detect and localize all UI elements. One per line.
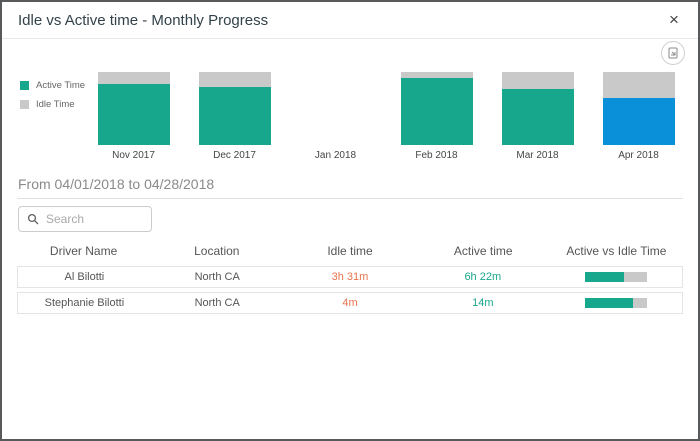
chart-column-dec-2017[interactable]: Dec 2017 (184, 72, 285, 162)
table-row[interactable]: Stephanie Bilotti North CA 4m 14m (17, 292, 683, 314)
active-vs-idle-cell (549, 272, 682, 282)
driver-name-cell: Al Bilotti (64, 271, 105, 283)
monthly-stacked-bar-chart: Nov 2017 Dec 2017 Jan 2018 Feb 2018 Mar 2018… (83, 72, 689, 162)
month-tick-label: Feb 2018 (415, 150, 458, 161)
active-segment[interactable] (400, 77, 473, 145)
export-image-icon (667, 47, 679, 59)
active-fill (584, 272, 625, 282)
date-range-label: From 04/01/2018 to 04/28/2018 (18, 176, 215, 192)
idle-segment[interactable] (501, 72, 574, 89)
stacked-bar[interactable] (300, 72, 372, 145)
table-body: Al Bilotti North CA 3h 31m 6h 22m Stephanie … (17, 266, 683, 314)
location-cell: North CA (194, 297, 240, 309)
active-time-swatch (20, 81, 29, 90)
column-header-active-vs-idle-time: Active vs Idle Time (566, 244, 667, 258)
stacked-bar[interactable] (400, 72, 473, 145)
active-fill (584, 298, 633, 308)
legend-item-active[interactable]: Active Time (20, 80, 85, 91)
idle-segment[interactable] (400, 72, 473, 78)
legend-label: Active Time (36, 80, 86, 91)
idle-time-cell: 4m (342, 297, 358, 309)
month-tick-label: Nov 2017 (112, 150, 155, 161)
idle-segment[interactable] (198, 72, 271, 88)
section-divider (17, 198, 683, 199)
column-header-driver-name: Driver Name (49, 244, 118, 258)
month-tick-label: Apr 2018 (618, 150, 659, 161)
column-header-active-time: Active time (453, 244, 513, 258)
table-row[interactable]: Al Bilotti North CA 3h 31m 6h 22m (17, 266, 683, 288)
chart-column-mar-2018[interactable]: Mar 2018 (487, 72, 588, 162)
driver-name-cell: Stephanie Bilotti (44, 297, 125, 309)
chart-column-feb-2018[interactable]: Feb 2018 (386, 72, 487, 162)
active-vs-idle-bar (584, 298, 647, 308)
export-chart-button[interactable] (661, 41, 685, 65)
active-segment-selected[interactable] (602, 98, 675, 145)
legend-item-idle[interactable]: Idle Time (20, 99, 85, 110)
stacked-bar[interactable] (97, 72, 170, 145)
active-time-cell: 14m (472, 297, 494, 309)
location-cell: North CA (194, 271, 240, 283)
idle-time-cell: 3h 31m (331, 271, 369, 283)
close-icon[interactable]: × (669, 10, 679, 29)
active-vs-idle-bar (584, 272, 647, 282)
idle-time-swatch (20, 100, 29, 109)
month-tick-label: Dec 2017 (213, 150, 256, 161)
active-vs-idle-cell (549, 298, 682, 308)
column-header-idle-time: Idle time (327, 244, 373, 258)
idle-segment[interactable] (602, 72, 675, 99)
column-header-location: Location (194, 244, 240, 258)
search-icon (27, 213, 39, 225)
dialog-titlebar: Idle vs Active time - Monthly Progress (2, 2, 698, 39)
active-segment[interactable] (501, 88, 574, 145)
chart-legend: Active Time Idle Time (20, 80, 85, 118)
stacked-bar[interactable] (501, 72, 574, 145)
active-segment[interactable] (97, 84, 170, 145)
search-box[interactable] (18, 206, 152, 232)
stacked-bar[interactable] (602, 72, 675, 145)
idle-segment[interactable] (97, 72, 170, 85)
chart-column-apr-2018[interactable]: Apr 2018 (588, 72, 689, 162)
chart-column-jan-2018[interactable]: Jan 2018 (285, 72, 386, 162)
stacked-bar[interactable] (198, 72, 271, 145)
dialog-title: Idle vs Active time - Monthly Progress (18, 11, 269, 29)
active-segment[interactable] (198, 87, 271, 145)
month-tick-label: Jan 2018 (314, 150, 357, 161)
legend-label: Idle Time (36, 99, 75, 110)
drivers-table: Driver Name Location Idle time Active time A… (17, 240, 683, 314)
search-input[interactable] (46, 212, 143, 226)
month-tick-label: Mar 2018 (516, 150, 559, 161)
active-time-cell: 6h 22m (464, 271, 502, 283)
chart-column-nov-2017[interactable]: Nov 2017 (83, 72, 184, 162)
table-header-row: Driver Name Location Idle time Active time A… (17, 240, 683, 262)
